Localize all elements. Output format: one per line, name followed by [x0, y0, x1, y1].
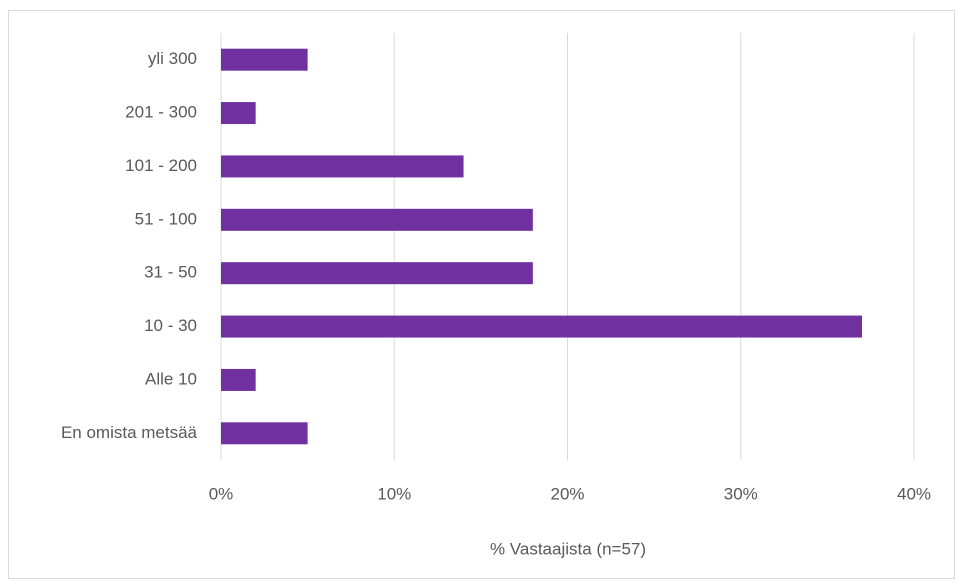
x-tick-label: 30% — [724, 484, 758, 503]
x-tick-label: 10% — [377, 484, 411, 503]
y-tick-label: En omista metsää — [61, 423, 198, 442]
x-tick-label: 20% — [550, 484, 584, 503]
bar — [221, 315, 863, 338]
y-tick-label: 201 - 300 — [125, 103, 197, 122]
x-axis-title: % Vastaajista (n=57) — [490, 539, 646, 558]
bar — [221, 422, 308, 445]
bar — [221, 102, 256, 125]
bar — [221, 368, 256, 391]
bar — [221, 262, 533, 285]
x-tick-label: 40% — [897, 484, 931, 503]
y-tick-label: Alle 10 — [145, 369, 197, 388]
x-tick-label: 0% — [209, 484, 234, 503]
y-tick-label: yli 300 — [148, 49, 197, 68]
chart-border — [8, 10, 955, 579]
y-tick-label: 101 - 200 — [125, 156, 197, 175]
y-tick-label: 10 - 30 — [144, 316, 197, 335]
bar — [221, 155, 464, 178]
bar — [221, 208, 533, 231]
bar — [221, 48, 308, 71]
y-tick-label: 51 - 100 — [135, 209, 197, 228]
y-tick-label: 31 - 50 — [144, 263, 197, 282]
